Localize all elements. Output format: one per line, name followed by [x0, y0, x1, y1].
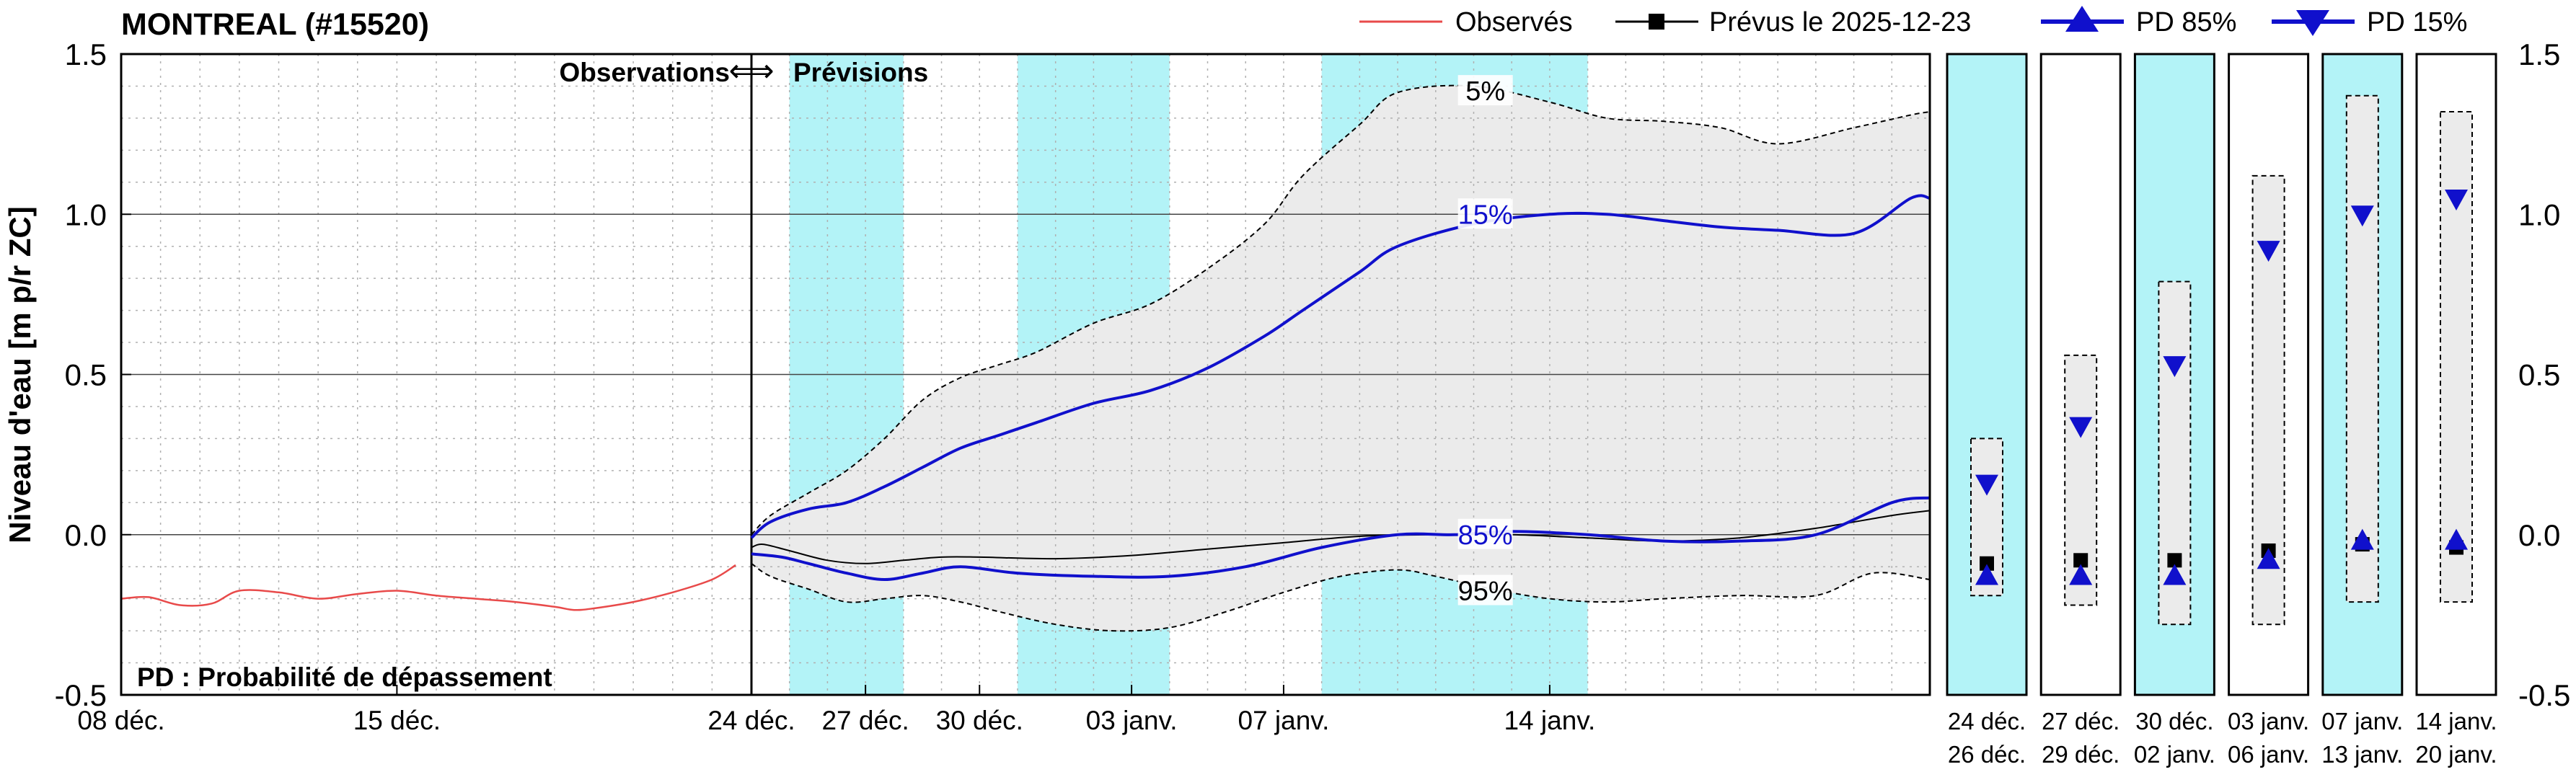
previsions-label: Prévisions [793, 58, 928, 87]
legend-pd15-label: PD 15% [2367, 7, 2467, 37]
y-tick-label-right: 0.5 [2518, 358, 2560, 392]
legend-pd15-triangle-down-icon [2296, 10, 2329, 36]
x-tick-label: 14 janv. [1504, 706, 1595, 735]
y-tick-label-right: 0.0 [2518, 518, 2560, 552]
footnote: PD : Probabilité de dépassement [137, 662, 552, 692]
series-observed-line [120, 564, 736, 611]
curve-label-p5-bg [1457, 75, 1513, 106]
weekly-pd85-triangle-1 [1975, 564, 1998, 585]
curve-label-p15: 15% [1458, 200, 1513, 230]
legend-pd85-label: PD 85% [2136, 7, 2236, 37]
x-tick-label: 08 déc. [77, 706, 164, 735]
curve-label-p95: 95% [1458, 577, 1513, 607]
weekly-box-frame-1 [1946, 53, 2028, 696]
series-p95-line [751, 562, 1931, 632]
weekly-pd85-triangle-3 [2163, 564, 2187, 585]
series-pd15-line [750, 194, 1931, 539]
weekly-pd15-triangle-1 [1975, 474, 1998, 496]
weekly-label-end-4: 06 janv. [2228, 741, 2309, 768]
weekly-forecast-square-2 [2073, 553, 2088, 568]
weekly-label-start-5: 07 janv. [2321, 708, 2403, 735]
uncertainty-band [751, 85, 1930, 631]
series-pd85-line [751, 496, 1931, 582]
x-tick-label: 27 déc. [821, 706, 909, 735]
y-tick-label-left: 0.5 [65, 358, 107, 392]
weekly-pd85-triangle-2 [2069, 564, 2093, 585]
weekly-label-end-3: 02 janv. [2134, 741, 2215, 768]
legend-observed-label: Observés [1455, 7, 1573, 37]
curve-label-p15-bg [1457, 198, 1513, 229]
weekly-label-end-2: 29 déc. [2042, 741, 2120, 768]
weekly-box-frame-5 [2321, 53, 2404, 696]
weekly-label-start-1: 24 déc. [1948, 708, 2026, 735]
weekly-forecast-square-3 [2167, 553, 2182, 568]
x-tick-label: 07 janv. [1238, 706, 1330, 735]
weekly-box-frame-2 [2039, 53, 2122, 696]
weekly-label-end-6: 20 janv. [2415, 741, 2497, 768]
legend-forecast-label: Prévus le 2025-12-23 [1709, 7, 1971, 37]
series-forecast-line [751, 510, 1931, 564]
weekly-pd85-triangle-5 [2350, 528, 2374, 550]
legend-pd85-triangle-up-icon [2065, 6, 2099, 32]
weekly-label-start-3: 30 déc. [2135, 708, 2213, 735]
legend-forecast-square-icon [1649, 14, 1664, 30]
weekly-pd85-triangle-4 [2257, 548, 2280, 569]
x-tick-label: 03 janv. [1086, 706, 1178, 735]
weekly-label-end-1: 26 déc. [1948, 741, 2026, 768]
weekly-forecast-square-1 [1980, 556, 1994, 571]
weekly-box-frame-4 [2228, 53, 2310, 696]
y-tick-label-left: -0.5 [55, 678, 107, 712]
y-tick-label-left: 0.0 [65, 518, 107, 552]
weekly-label-start-4: 03 janv. [2228, 708, 2309, 735]
weekly-pd85-triangle-6 [2445, 528, 2468, 550]
y-tick-label-right: 1.0 [2518, 198, 2560, 231]
y-tick-label-left: 1.5 [65, 37, 107, 71]
series-p5-line [751, 84, 1931, 536]
y-tick-label-right: -0.5 [2518, 678, 2570, 712]
weekly-box-frame-3 [2133, 53, 2215, 696]
weekly-pd15-triangle-4 [2257, 241, 2280, 262]
weekly-pd15-triangle-5 [2350, 205, 2374, 227]
weekly-box-bg-1 [1947, 54, 2026, 695]
curve-label-p85-bg [1457, 518, 1513, 549]
curve-label-p5: 5% [1465, 76, 1505, 107]
weekly-box-frame-6 [2415, 53, 2497, 696]
weekly-pd15-triangle-3 [2163, 356, 2187, 378]
divider-arrow-icon: ⟺ [728, 53, 774, 89]
weekly-label-start-6: 14 janv. [2415, 708, 2497, 735]
legend: Observés Prévus le 2025-12-23 PD 85% PD … [1359, 6, 2467, 37]
weekly-label-start-2: 27 déc. [2042, 708, 2120, 735]
y-tick-label-left: 1.0 [65, 198, 107, 231]
weekly-pd15-triangle-2 [2069, 417, 2093, 438]
x-tick-label: 24 déc. [707, 706, 795, 735]
x-tick-label: 15 déc. [353, 706, 441, 735]
y-axis-label: Niveau d'eau [m p/r ZC] [3, 206, 37, 543]
weekly-range-5 [2345, 94, 2379, 603]
curve-label-p85: 85% [1458, 520, 1513, 551]
chart-title: MONTREAL (#15520) [121, 7, 429, 42]
weekly-pd15-triangle-6 [2445, 190, 2468, 211]
curve-label-p95-bg [1457, 574, 1513, 605]
x-tick-label: 30 déc. [936, 706, 1023, 735]
y-tick-label-right: 1.5 [2518, 37, 2560, 71]
weekly-label-end-5: 13 janv. [2321, 741, 2403, 768]
observations-label: Observations [560, 58, 730, 87]
weekly-range-6 [2440, 111, 2473, 603]
